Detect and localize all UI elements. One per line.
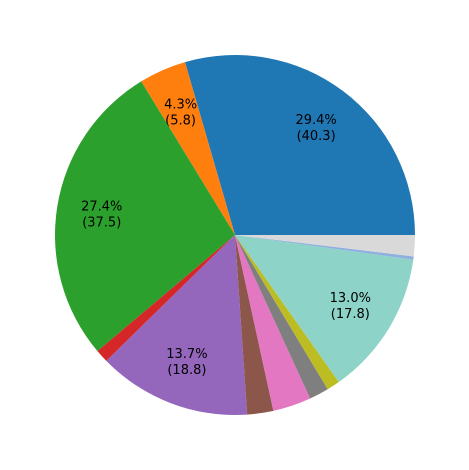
pie-slice-label-0: 29.4% (40.3) [295, 113, 336, 144]
pie-slice-value-4: (18.8) [167, 363, 206, 378]
pie-slice-value-0: (40.3) [297, 129, 336, 144]
pie-slice-5 [235, 235, 274, 415]
pie-slice-11 [235, 235, 415, 257]
pie-slice-9 [235, 235, 414, 383]
pie-slice-4 [106, 235, 248, 416]
pie-slice-0 [184, 55, 415, 236]
pie-slice-percent-1: 4.3% [164, 97, 197, 112]
pie-slice-label-4: 13.7% (18.8) [166, 347, 207, 378]
pie-slice-value-9: (17.8) [331, 307, 370, 322]
pie-slice-percent-4: 13.7% [166, 347, 207, 362]
pie-slice-1 [141, 62, 235, 236]
pie-slice-2 [55, 81, 235, 352]
pie-slice-label-9: 13.0% (17.8) [330, 291, 371, 322]
pie-slice-value-2: (37.5) [82, 215, 121, 230]
pie-slice-percent-0: 29.4% [295, 113, 336, 128]
pie-slice-7 [235, 235, 328, 399]
pie-slice-8 [235, 235, 339, 390]
pie-slice-percent-9: 13.0% [330, 291, 371, 306]
pie-slice-percent-2: 27.4% [81, 199, 122, 214]
pie-slice-label-2: 27.4% (37.5) [81, 199, 122, 230]
pie-slice-3 [97, 235, 235, 361]
pie-slice-label-1: 4.3% (5.8) [164, 97, 197, 128]
pie-slice-value-1: (5.8) [165, 113, 196, 128]
pie-slice-10 [235, 235, 414, 260]
pie-slice-6 [235, 235, 311, 411]
